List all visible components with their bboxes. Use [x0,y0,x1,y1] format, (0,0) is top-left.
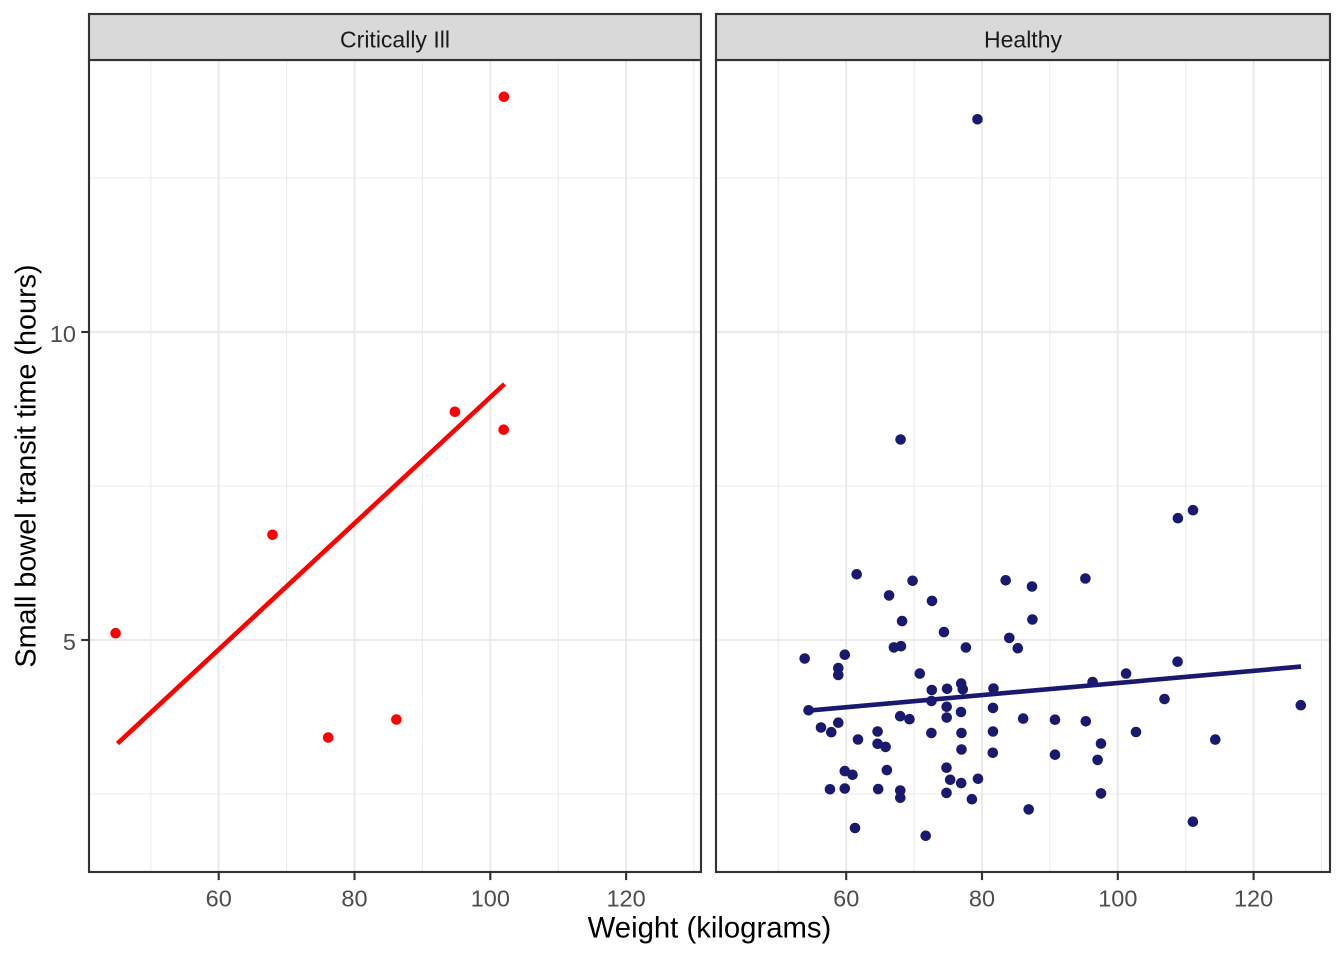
svg-text:60: 60 [833,885,859,911]
svg-text:5: 5 [63,629,76,655]
svg-text:120: 120 [1234,885,1273,911]
svg-text:80: 80 [341,885,367,911]
svg-text:Small bowel transit time (hour: Small bowel transit time (hours) [11,264,43,667]
svg-text:100: 100 [1098,885,1137,911]
svg-text:60: 60 [206,885,232,911]
svg-text:120: 120 [606,885,645,911]
svg-text:Weight (kilograms): Weight (kilograms) [588,912,832,945]
svg-text:Healthy: Healthy [984,27,1062,53]
svg-text:80: 80 [969,885,995,911]
svg-text:Critically Ill: Critically Ill [340,27,450,53]
svg-text:100: 100 [471,885,510,911]
svg-text:10: 10 [50,321,76,347]
